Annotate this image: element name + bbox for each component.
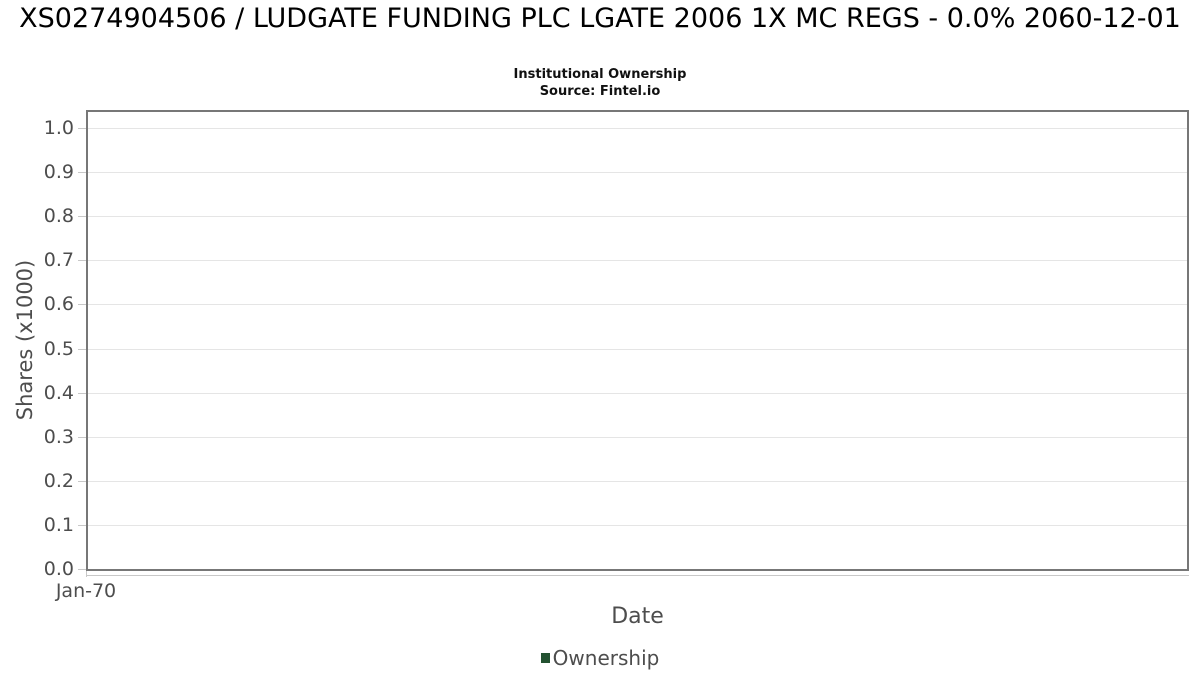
y-gridline	[88, 216, 1187, 218]
plot-area	[86, 110, 1189, 571]
y-tick-label: 0.6	[43, 293, 74, 316]
y-tick-label: 0.7	[43, 249, 74, 272]
y-gridline	[88, 480, 1187, 482]
y-tick-mark	[78, 524, 86, 526]
y-tick-mark	[78, 216, 86, 218]
y-tick-mark	[78, 436, 86, 438]
legend: Ownership	[0, 646, 1200, 670]
y-tick-label: 0.4	[43, 381, 74, 404]
y-tick-mark	[78, 480, 86, 482]
y-tick-label: 0.5	[43, 337, 74, 360]
y-tick-mark	[78, 128, 86, 129]
x-axis-line	[86, 575, 1189, 576]
y-gridline	[88, 172, 1187, 174]
y-tick-label: 0.0	[43, 558, 74, 580]
y-tick-mark	[78, 569, 86, 570]
y-tick-label: 1.0	[43, 117, 74, 139]
y-tick-mark	[78, 392, 86, 394]
chart-title: XS0274904506 / LUDGATE FUNDING PLC LGATE…	[19, 3, 1181, 34]
chart-subtitle: Institutional Ownership	[513, 67, 687, 82]
x-tick-mark	[86, 571, 87, 577]
y-tick-mark	[78, 172, 86, 174]
y-gridline	[88, 436, 1187, 438]
y-tick-mark	[78, 260, 86, 262]
y-gridline	[88, 524, 1187, 526]
y-gridline	[88, 260, 1187, 262]
y-tick-label: 0.9	[43, 161, 74, 184]
legend-swatch-icon	[540, 653, 550, 663]
x-tick-label: Jan-70	[55, 580, 117, 602]
y-tick-mark	[78, 304, 86, 306]
y-tick-label: 0.2	[43, 469, 74, 492]
y-gridline	[88, 128, 1187, 129]
y-tick-label: 0.1	[43, 513, 74, 536]
y-gridline	[88, 392, 1187, 394]
chart-source: Source: Fintel.io	[539, 84, 661, 99]
legend-item[interactable]: Ownership	[540, 646, 660, 670]
y-gridline	[88, 304, 1187, 306]
y-tick-label: 0.8	[43, 205, 74, 228]
y-tick-label: 0.3	[43, 425, 74, 448]
y-tick-mark	[78, 348, 86, 350]
y-gridline	[88, 348, 1187, 350]
legend-label: Ownership	[552, 646, 660, 670]
x-axis-title: Date	[611, 604, 664, 629]
